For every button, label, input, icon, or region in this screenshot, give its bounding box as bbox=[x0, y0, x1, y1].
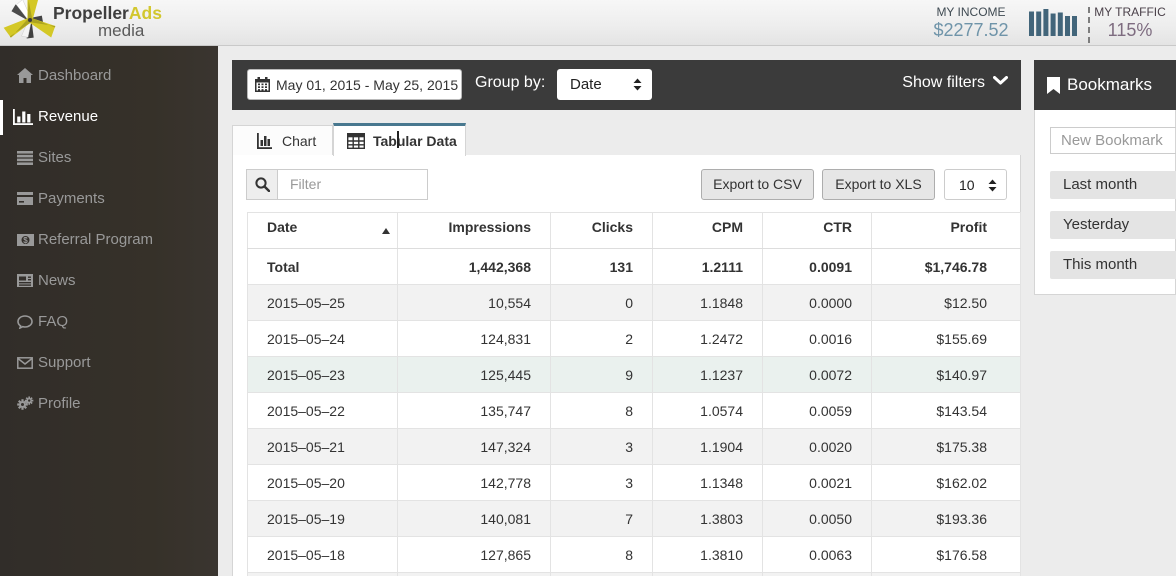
svg-text:$: $ bbox=[23, 236, 28, 245]
